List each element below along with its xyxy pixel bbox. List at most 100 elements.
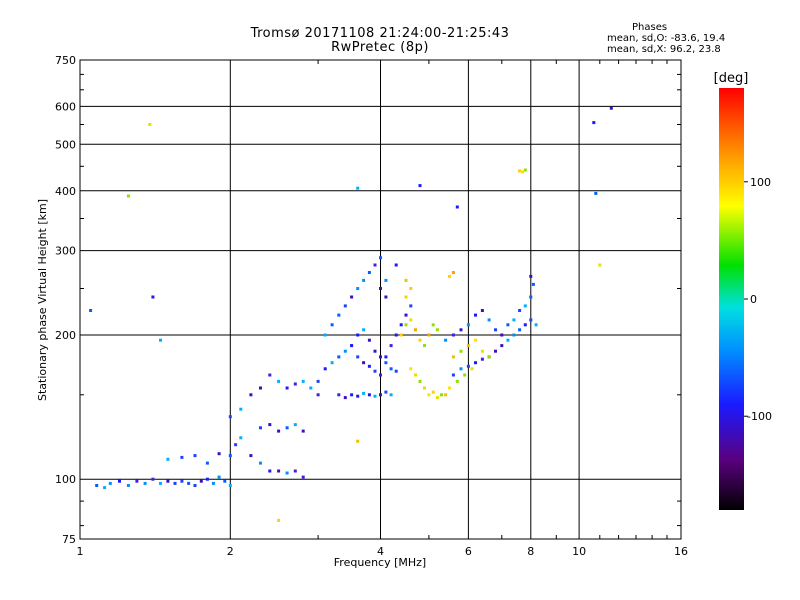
scatter-point-x	[444, 393, 447, 396]
scatter-point-o	[259, 387, 262, 390]
scatter-point-o	[368, 271, 371, 274]
scatter-point-x	[471, 367, 474, 370]
scatter-point-o	[368, 365, 371, 368]
scatter-point-o	[356, 355, 359, 358]
y-tick-label: 750	[55, 54, 76, 67]
scatter-point-o	[166, 458, 169, 461]
scatter-point-o	[500, 344, 503, 347]
scatter-point-o	[350, 296, 353, 299]
scatter-point-o	[344, 396, 347, 399]
scatter-point-o	[395, 264, 398, 267]
scatter-point-o	[362, 328, 365, 331]
x-tick-label: 2	[227, 545, 234, 558]
scatter-point-o	[194, 484, 197, 487]
scatter-point-o	[518, 328, 521, 331]
scatter-point-o	[379, 355, 382, 358]
scatter-point-o	[452, 374, 455, 377]
scatter-point-o	[277, 430, 280, 433]
scatter-point-x	[440, 393, 443, 396]
scatter-point-x	[405, 296, 408, 299]
scatter-point-o	[309, 387, 312, 390]
scatter-point-x	[448, 387, 451, 390]
scatter-point-o	[474, 361, 477, 364]
scatter-point-x	[460, 350, 463, 353]
scatter-point-o	[500, 334, 503, 337]
scatter-point-o	[506, 323, 509, 326]
scatter-point-o	[180, 480, 183, 483]
scatter-point-o	[529, 296, 532, 299]
scatter-point-x	[448, 275, 451, 278]
scatter-point-o	[384, 361, 387, 364]
scatter-point-o	[379, 287, 382, 290]
x-tick-label: 8	[527, 545, 534, 558]
colorbar-tick-label: 100	[750, 176, 771, 189]
scatter-point-o	[384, 279, 387, 282]
scatter-point-o	[239, 408, 242, 411]
scatter-point-o	[532, 283, 535, 286]
scatter-point-o	[324, 334, 327, 337]
scatter-point-x	[432, 391, 435, 394]
scatter-point-x	[414, 328, 417, 331]
scatter-point-o	[529, 318, 532, 321]
scatter-point-o	[512, 334, 515, 337]
scatter-point-o	[481, 358, 484, 361]
scatter-point-o	[317, 393, 320, 396]
scatter-point-o	[368, 393, 371, 396]
scatter-point-o	[229, 454, 232, 457]
scatter-point-x	[419, 380, 422, 383]
scatter-point-o	[362, 361, 365, 364]
scatter-point-o	[187, 482, 190, 485]
scatter-point-o	[379, 256, 382, 259]
scatter-point-o	[452, 334, 455, 337]
scatter-point-o	[268, 374, 271, 377]
scatter-point-o	[409, 304, 412, 307]
scatter-point-o	[494, 328, 497, 331]
scatter-point-o	[218, 452, 221, 455]
scatter-point-o	[390, 344, 393, 347]
scatter-point-o	[460, 367, 463, 370]
scatter-point-o	[127, 484, 130, 487]
scatter-point-o	[474, 314, 477, 317]
scatter-point-x	[488, 355, 491, 358]
scatter-point-o	[494, 350, 497, 353]
scatter-point-x	[463, 374, 466, 377]
scatter-point-o	[444, 339, 447, 342]
x-tick-label: 16	[674, 545, 688, 558]
scatter-point-o	[234, 443, 237, 446]
x-tick-label: 10	[572, 545, 586, 558]
scatter-point-x	[423, 387, 426, 390]
y-tick-label: 75	[62, 533, 76, 546]
scatter-point-o	[384, 391, 387, 394]
scatter-point-o	[400, 323, 403, 326]
scatter-point-o	[218, 476, 221, 479]
scatter-point-o	[374, 395, 377, 398]
scatter-point-o	[294, 383, 297, 386]
scatter-point-o	[344, 350, 347, 353]
scatter-point-x	[148, 123, 151, 126]
x-axis-label: Frequency [MHz]	[334, 556, 426, 569]
scatter-point-o	[356, 287, 359, 290]
scatter-point-o	[379, 374, 382, 377]
colorbar	[719, 88, 744, 510]
scatter-point-o	[535, 323, 538, 326]
scatter-point-x	[481, 350, 484, 353]
scatter-point-o	[302, 380, 305, 383]
y-tick-label: 300	[55, 245, 76, 258]
colorbar-tick-label: 0	[750, 293, 757, 306]
scatter-point-x	[419, 339, 422, 342]
scatter-point-o	[89, 309, 92, 312]
y-tick-label: 600	[55, 100, 76, 113]
scatter-point-o	[259, 462, 262, 465]
scatter-point-o	[317, 380, 320, 383]
scatter-point-o	[395, 370, 398, 373]
scatter-point-x	[474, 339, 477, 342]
scatter-point-o	[159, 339, 162, 342]
scatter-point-o	[374, 370, 377, 373]
scatter-point-o	[151, 296, 154, 299]
y-tick-label: 200	[55, 329, 76, 342]
scatter-point-o	[180, 456, 183, 459]
scatter-point-o	[350, 344, 353, 347]
scatter-point-x	[400, 334, 403, 337]
scatter-point-x	[436, 396, 439, 399]
scatter-point-o	[302, 430, 305, 433]
